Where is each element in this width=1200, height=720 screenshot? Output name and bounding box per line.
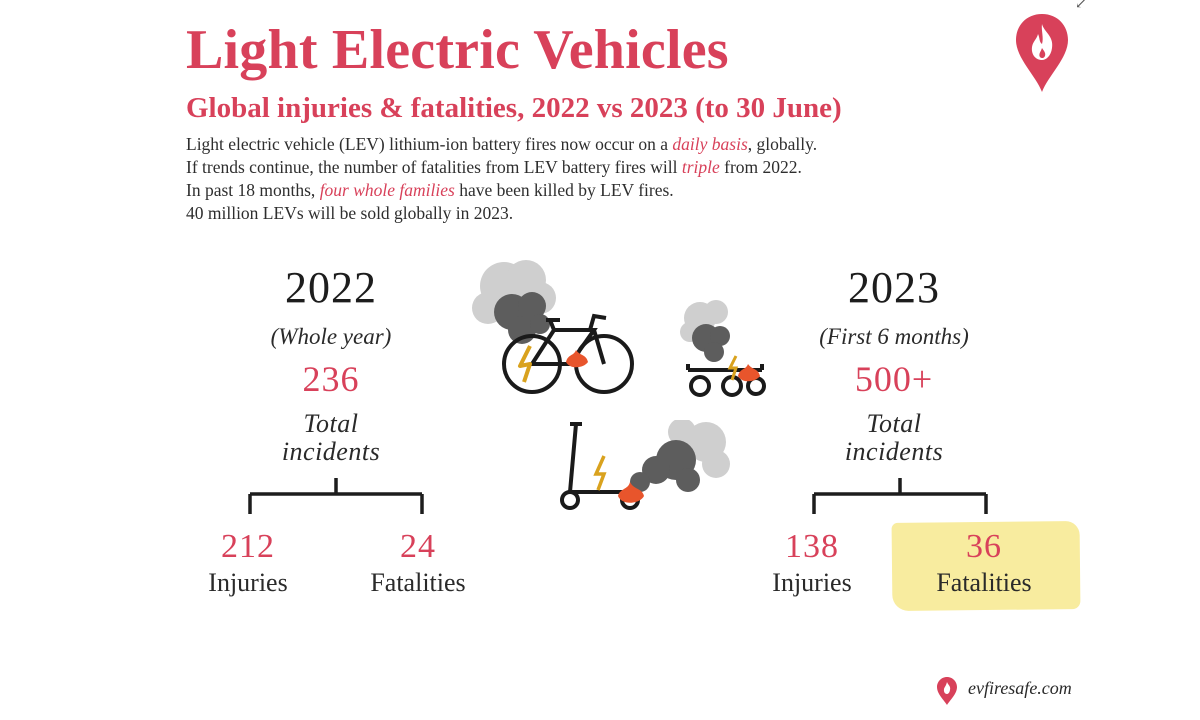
intro-text: In past 18 months, [186, 180, 320, 200]
period-2023: (First 6 months) [819, 324, 969, 349]
intro-line-1: Light electric vehicle (LEV) lithium-ion… [186, 133, 817, 156]
total-incidents-2023: 500+ [854, 359, 934, 399]
intro-line-4: 40 million LEVs will be sold globally in… [186, 203, 514, 223]
year-2022: 2022 [285, 263, 377, 312]
flame-pin-logo-icon [1016, 14, 1068, 92]
burning-scooter-icon [560, 420, 730, 510]
total-incidents-2022: 236 [302, 359, 360, 399]
total-label-line: Total [866, 409, 922, 438]
bracket-2023 [812, 478, 988, 514]
intro-text: If trends continue, the number of fatali… [186, 157, 682, 177]
total-label-line: incidents [844, 437, 944, 466]
location-pin-icon [937, 677, 957, 705]
intro-text: from 2022. [719, 157, 802, 177]
intro-text: , globally. [747, 134, 818, 154]
intro-text: have been killed by LEV fires. [454, 180, 674, 200]
intro-line-2: If trends continue, the number of fatali… [186, 156, 817, 179]
burning-ebike-icon [472, 260, 634, 394]
bracket-2022 [248, 478, 424, 514]
fatalities-label-2022: Fatalities [370, 568, 466, 597]
intro-emphasis: daily basis [672, 134, 748, 154]
fatalities-value-2022: 24 [400, 528, 436, 565]
period-2022: (Whole year) [270, 324, 392, 349]
injuries-value-2023: 138 [785, 528, 839, 565]
year-2023: 2023 [848, 263, 940, 312]
page-title: Light Electric Vehicles [186, 19, 729, 81]
intro-line-3: In past 18 months, four whole families h… [186, 179, 817, 202]
intro-paragraph: Light electric vehicle (LEV) lithium-ion… [186, 133, 817, 225]
intro-emphasis: four whole families [319, 180, 455, 200]
corner-arrow-icon: ↙ [1075, 0, 1087, 12]
total-label-line: incidents [281, 437, 381, 466]
total-label-line: Total [303, 409, 359, 438]
intro-text: Light electric vehicle (LEV) lithium-ion… [186, 134, 673, 154]
fatalities-value-2023: 36 [966, 528, 1002, 565]
burning-cart-icon [680, 300, 766, 397]
injuries-label-2022: Injuries [208, 568, 288, 597]
injuries-value-2022: 212 [221, 528, 275, 565]
page-subtitle: Global injuries & fatalities, 2022 vs 20… [186, 92, 842, 124]
fatalities-label-2023: Fatalities [936, 568, 1032, 597]
total-incidents-label-2022: Total incidents [211, 410, 451, 466]
footer-website: evfiresafe.com [968, 678, 1072, 698]
total-incidents-label-2023: Total incidents [774, 410, 1014, 466]
intro-emphasis: triple [681, 157, 720, 177]
injuries-label-2023: Injuries [772, 568, 852, 597]
